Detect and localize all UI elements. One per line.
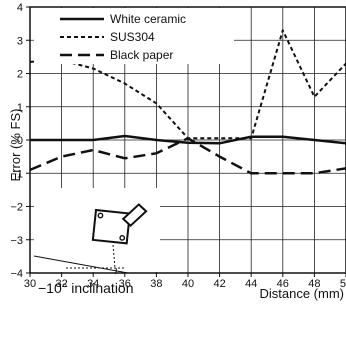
x-axis-title: Distance (mm) [259, 286, 344, 301]
x-tick-label: 30 [24, 278, 36, 290]
x-tick-label: 48 [308, 278, 320, 290]
x-tick-label: 50 [340, 278, 346, 290]
inclined-target-line [33, 255, 129, 274]
sensor-inclination-illustration: −10° inclination [33, 188, 160, 296]
legend: White ceramic SUS304 Black paper [34, 8, 234, 64]
angle-arc [114, 267, 117, 275]
y-tick-label: 1 [17, 102, 23, 114]
legend-label-black-paper: Black paper [110, 48, 173, 62]
sensor-icon [91, 203, 148, 245]
x-tick-label: 34 [87, 278, 99, 290]
series-lines [29, 29, 346, 175]
y-axis-title: Error (% FS) [8, 109, 23, 182]
x-tick-label: 36 [119, 278, 131, 290]
x-tick-label: 42 [213, 278, 225, 290]
y-tick-label: 3 [17, 35, 23, 47]
y-tick-label: −2 [10, 202, 23, 214]
series-line-white-ceramic [30, 134, 346, 145]
legend-label-white-ceramic: White ceramic [110, 12, 186, 26]
x-tick-label: 44 [245, 278, 257, 290]
y-tick-label: −3 [10, 235, 23, 247]
x-tick-label: 38 [150, 278, 162, 290]
y-tick-label: −1 [10, 168, 23, 180]
x-tick-label: 40 [182, 278, 194, 290]
tick-labels: 303234363840424446485043210−1−2−3−4 [10, 2, 346, 290]
x-tick-label: 32 [55, 278, 67, 290]
y-tick-label: 2 [17, 69, 23, 81]
x-tick-label: 46 [277, 278, 289, 290]
series-line-black-paper [29, 137, 346, 175]
y-tick-label: 0 [17, 135, 23, 147]
legend-label-sus304: SUS304 [110, 30, 155, 44]
y-tick-label: −4 [10, 268, 23, 280]
y-tick-label: 4 [17, 2, 23, 14]
inclination-label: −10° inclination [38, 280, 134, 296]
